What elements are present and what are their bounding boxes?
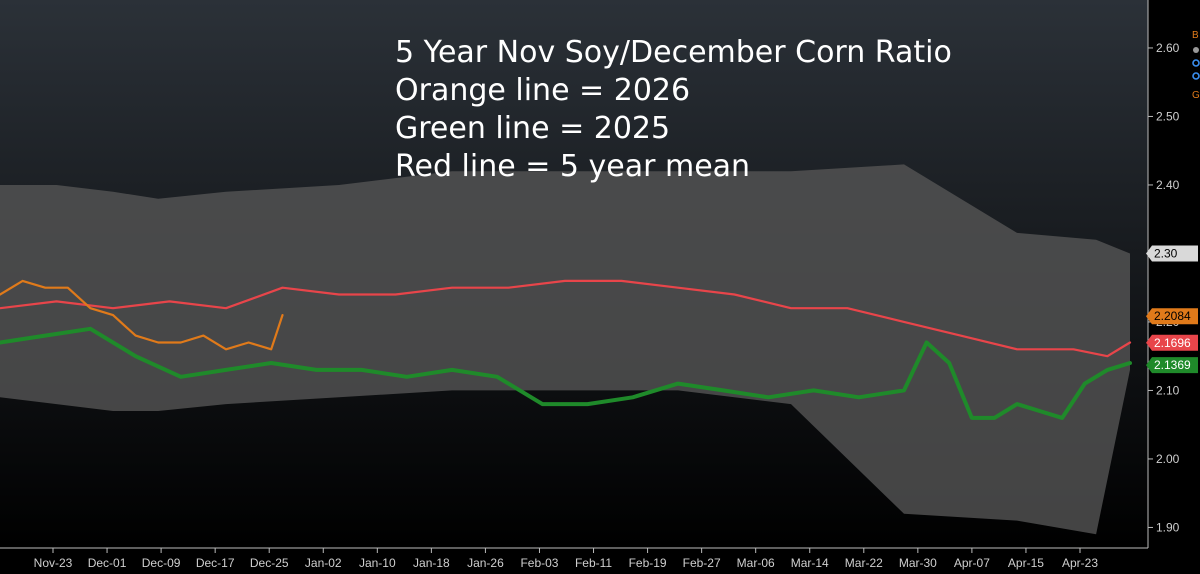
series-line-2025 [0,326,1132,420]
x-tick-label: Jan-02 [305,556,342,570]
y-tick-label: 2.40 [1156,178,1180,192]
x-tick-label: Feb-11 [575,556,612,570]
legend-fragment-b: B [1192,30,1199,41]
y-tick-label: 2.00 [1156,452,1180,466]
range-band [0,164,1130,535]
series-lines-layer [0,279,1132,420]
title-line-3: Green line = 2025 [395,111,670,146]
x-tick-label: Dec-17 [196,556,235,570]
x-tick-label: Jan-26 [467,556,504,570]
y-tick-label: 2.60 [1156,41,1180,55]
x-tick-label: Mar-30 [899,556,937,570]
x-tick-label: Dec-01 [88,556,127,570]
x-tick-label: Feb-03 [520,556,558,570]
y-tick-label: 2.50 [1156,109,1180,123]
title-line-4: Red line = 5 year mean [395,149,750,184]
y-tick-label: 2.10 [1156,383,1180,397]
x-tick-label: Feb-27 [683,556,721,570]
x-tick-label: Mar-22 [845,556,883,570]
chart-title: 5 Year Nov Soy/December Corn Ratio Orang… [395,35,952,184]
x-tick-label: Apr-23 [1062,556,1098,570]
x-tick-label: Feb-19 [629,556,667,570]
svg-text:2.1369: 2.1369 [1154,358,1191,372]
tag-2025: 2.1369 [1146,357,1198,374]
series-line-2026 [0,279,284,351]
tag-2026: 2.2084 [1146,308,1198,325]
x-tick-label: Jan-10 [359,556,396,570]
svg-text:2.2084: 2.2084 [1154,309,1191,323]
legend-dot-blue-1 [1192,59,1200,67]
svg-text:2.1696: 2.1696 [1154,336,1191,350]
svg-text:2.30: 2.30 [1154,246,1178,260]
tag-range-upper: 2.30 [1146,245,1198,262]
title-line-1: 5 Year Nov Soy/December Corn Ratio [395,35,952,70]
x-tick-label: Mar-06 [737,556,775,570]
legend-dot-blue-2 [1192,72,1200,80]
x-tick-label: Dec-09 [142,556,181,570]
axis-background [1148,0,1200,574]
y-tick-label: 1.90 [1156,520,1180,534]
last-value-tags: 2.30 2.2084 2.1696 2.1369 [1146,245,1198,374]
x-tick-label: Apr-15 [1008,556,1044,570]
x-tick-label: Jan-18 [413,556,450,570]
x-tick-label: Nov-23 [34,556,73,570]
series-line-5-year-mean [0,279,1132,358]
x-tick-label: Dec-25 [250,556,289,570]
x-tick-label: Apr-07 [954,556,990,570]
x-axis-ticks: Nov-23 Dec-01 Dec-09 Dec-17 Dec-25 Jan-02 Jan-… [34,548,1098,570]
x-axis-background [0,548,1148,574]
range-band-layer [0,164,1130,535]
tag-5-year-mean: 2.1696 [1146,334,1198,351]
x-tick-label: Mar-14 [791,556,829,570]
legend-fragment-g: G [1192,90,1200,101]
title-line-2: Orange line = 2026 [395,73,690,108]
legend-dot-gray [1193,47,1199,53]
